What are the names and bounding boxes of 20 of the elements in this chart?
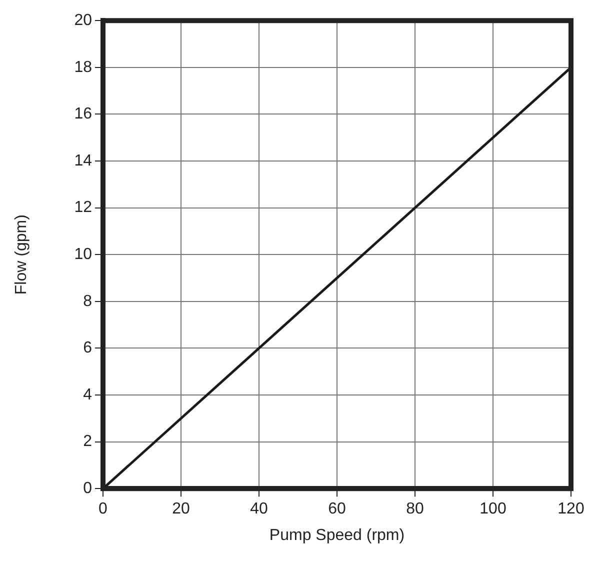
y-tick-label: 12: [74, 199, 92, 216]
y-axis-title: Flow (gpm): [13, 214, 30, 295]
y-tick-label: 6: [83, 340, 92, 357]
y-tick-label: 16: [74, 106, 92, 123]
x-axis-title: Pump Speed (rpm): [269, 526, 405, 544]
x-tick-label: 40: [250, 500, 268, 518]
x-tick-label: 120: [558, 500, 584, 518]
y-tick-label: 8: [83, 292, 92, 310]
x-tick-label: 80: [406, 500, 424, 518]
y-tick-label: 2: [83, 433, 92, 450]
y-tick-label: 20: [74, 12, 92, 30]
y-tick-label: 18: [74, 58, 92, 76]
x-tick-label: 60: [328, 500, 346, 518]
y-tick-label: 0: [83, 480, 92, 498]
x-tick-label: 0: [98, 500, 108, 518]
y-tick-label: 10: [74, 246, 92, 264]
x-tick-label: 100: [480, 500, 506, 518]
x-tick-label: 20: [172, 500, 190, 518]
y-tick-label: 4: [83, 386, 92, 404]
y-tick-label: 14: [74, 152, 92, 170]
